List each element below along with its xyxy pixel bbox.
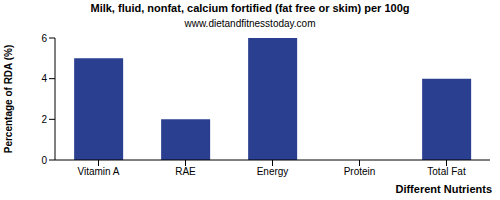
html-text:Different Nutrients: Different Nutrients	[395, 183, 492, 195]
svg-text:Vitamin A: Vitamin A	[77, 166, 119, 177]
html-text:www.dietandfitnesstoday.com: www.dietandfitnesstoday.com	[184, 18, 316, 29]
svg-text:Energy: Energy	[257, 166, 289, 177]
svg-text:Protein: Protein	[344, 166, 376, 177]
html-text:Milk, fluid, nonfat, calcium f: Milk, fluid, nonfat, calcium fortified (…	[90, 2, 410, 14]
svg-text:RAE: RAE	[175, 166, 196, 177]
svg-text:0: 0	[41, 155, 47, 166]
svg-text:6: 6	[41, 33, 47, 44]
svg-text:4: 4	[41, 73, 47, 84]
svg-text:2: 2	[41, 114, 47, 125]
svg-text:Percentage of RDA (%): Percentage of RDA (%)	[8, 45, 14, 154]
svg-text:Total Fat: Total Fat	[427, 166, 466, 177]
